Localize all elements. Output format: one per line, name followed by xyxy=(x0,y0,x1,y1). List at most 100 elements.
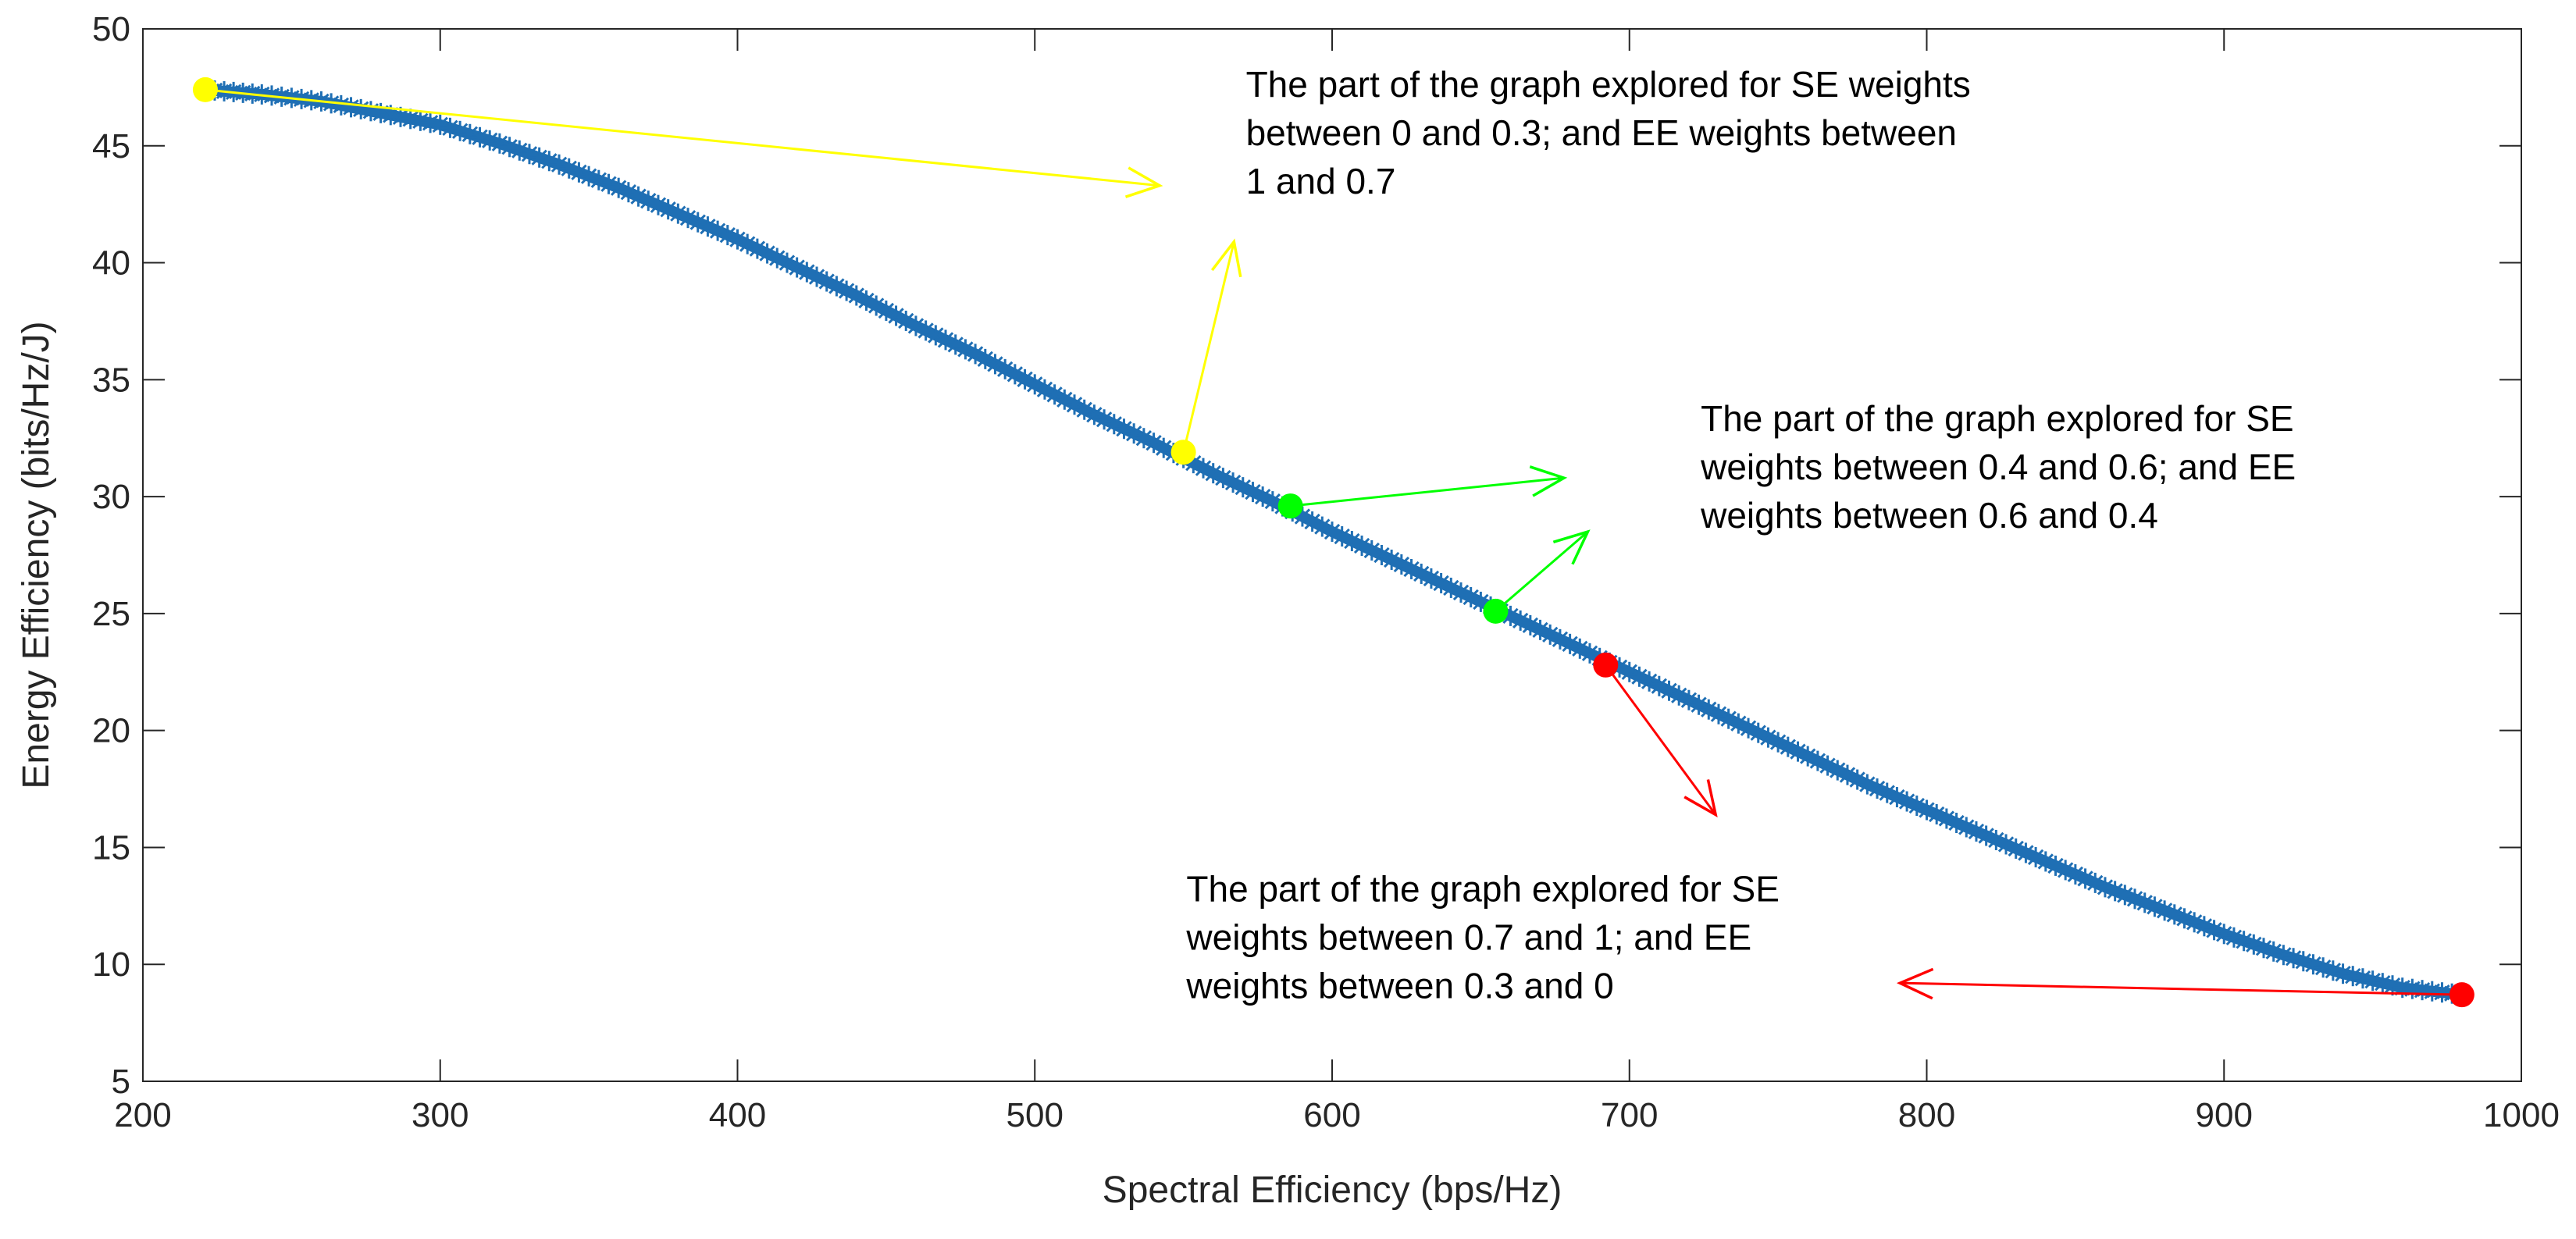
marker-stroke xyxy=(818,273,835,290)
annotation-arrow-shaft xyxy=(1182,241,1235,453)
marker-stroke xyxy=(640,193,657,209)
marker-stroke xyxy=(550,156,568,173)
annotation-arrowhead xyxy=(1124,166,1163,198)
marker-stroke xyxy=(1195,460,1212,476)
data-point-interp xyxy=(776,252,797,273)
marker-stroke xyxy=(511,142,528,158)
x-tick-label: 600 xyxy=(1303,1096,1360,1134)
marker-stroke xyxy=(2087,874,2104,892)
marker-stroke xyxy=(1135,430,1153,447)
x-tick-label: 1000 xyxy=(2483,1096,2560,1134)
marker-stroke xyxy=(1245,483,1261,500)
marker-stroke xyxy=(947,336,964,353)
data-point-interp xyxy=(459,123,480,144)
marker-stroke xyxy=(630,188,647,205)
marker-stroke xyxy=(1988,831,2004,849)
marker-stroke xyxy=(1334,528,1350,545)
marker-stroke xyxy=(1938,810,1955,827)
marker-stroke xyxy=(2117,887,2133,903)
marker-stroke xyxy=(1849,771,1865,788)
annotation-text-line: weights between 0.6 and 0.4 xyxy=(1700,495,2158,536)
marker-stroke xyxy=(749,240,766,257)
marker-stroke xyxy=(1473,593,1489,611)
marker-stroke xyxy=(1106,416,1122,433)
marker-stroke xyxy=(1294,508,1311,525)
marker-stroke xyxy=(1353,537,1370,554)
marker-stroke xyxy=(2285,950,2302,967)
x-tick-label: 700 xyxy=(1601,1096,1658,1134)
marker-stroke xyxy=(2166,906,2182,923)
marker-stroke xyxy=(2126,891,2143,907)
marker-stroke xyxy=(1374,547,1390,564)
marker-stroke xyxy=(1086,407,1103,423)
y-axis-label: Energy Efficiency (bits/Hz/J) xyxy=(16,321,57,789)
data-point-interp xyxy=(2313,957,2334,978)
x-axis-label: Spectral Efficiency (bps/Hz) xyxy=(1103,1170,1562,1211)
marker-stroke xyxy=(1769,734,1787,750)
marker-stroke xyxy=(679,209,697,226)
marker-stroke xyxy=(2265,943,2282,960)
marker-stroke xyxy=(1760,729,1776,746)
annotation-text-line: The part of the graph explored for SE xyxy=(1701,398,2293,439)
marker-stroke xyxy=(1264,493,1281,510)
x-tick-label: 800 xyxy=(1898,1096,1955,1134)
marker-stroke xyxy=(1809,753,1826,769)
marker-stroke xyxy=(1512,612,1529,629)
marker-stroke xyxy=(1819,757,1836,774)
marker-stroke xyxy=(1126,425,1142,442)
marker-stroke xyxy=(580,168,597,184)
y-tick-label: 10 xyxy=(92,945,130,984)
marker-stroke xyxy=(521,146,538,162)
marker-stroke xyxy=(461,126,478,142)
marker-stroke xyxy=(1651,678,1667,694)
marker-stroke xyxy=(1830,762,1846,778)
marker-stroke xyxy=(2335,966,2351,982)
marker-stroke xyxy=(2384,977,2401,994)
marker-stroke xyxy=(1056,391,1073,408)
marker-stroke xyxy=(1205,465,1221,482)
marker-stroke xyxy=(2018,845,2034,861)
marker-stroke xyxy=(1046,386,1063,403)
marker-stroke xyxy=(1324,523,1341,540)
marker-stroke xyxy=(1314,518,1331,535)
y-tick-label: 45 xyxy=(92,127,130,166)
marker-stroke xyxy=(1859,776,1876,792)
data-point-interp xyxy=(1420,568,1441,589)
x-tick-label: 200 xyxy=(114,1096,171,1134)
data-point-interp xyxy=(866,295,887,316)
marker-stroke xyxy=(1661,682,1677,699)
x-tick-label: 400 xyxy=(709,1096,766,1134)
annotation-arrowhead xyxy=(1896,967,1934,1000)
marker-stroke xyxy=(928,327,944,344)
marker-stroke xyxy=(1224,474,1242,491)
marker-stroke xyxy=(1383,551,1400,568)
marker-stroke xyxy=(2186,914,2203,931)
marker-stroke xyxy=(2255,940,2272,956)
marker-stroke xyxy=(2136,895,2153,911)
marker-stroke xyxy=(1344,532,1360,550)
marker-stroke xyxy=(878,302,895,319)
annotation-text-line: The part of the graph explored for SE xyxy=(1186,868,1779,909)
marker-stroke xyxy=(1423,570,1440,587)
y-tick-label: 25 xyxy=(92,595,130,633)
marker-stroke xyxy=(1641,673,1658,689)
marker-stroke xyxy=(2206,922,2222,938)
y-tick-label: 15 xyxy=(92,828,130,867)
marker-stroke xyxy=(1919,802,1935,818)
marker-stroke xyxy=(1235,479,1251,496)
data-point xyxy=(1976,825,1997,846)
data-point-interp xyxy=(2303,954,2324,975)
y-tick-label: 35 xyxy=(92,361,130,399)
marker-stroke xyxy=(1948,814,1965,831)
marker-stroke xyxy=(600,176,617,192)
data-point-interp xyxy=(1153,437,1174,458)
data-point-interp xyxy=(1124,423,1145,444)
marker-stroke xyxy=(1463,589,1479,606)
marker-stroke xyxy=(789,259,805,276)
marker-stroke xyxy=(660,201,676,218)
marker-stroke xyxy=(1502,607,1519,625)
marker-stroke xyxy=(907,318,925,334)
marker-stroke xyxy=(1680,692,1698,708)
marker-stroke xyxy=(1452,584,1470,601)
marker-stroke xyxy=(2067,866,2084,883)
